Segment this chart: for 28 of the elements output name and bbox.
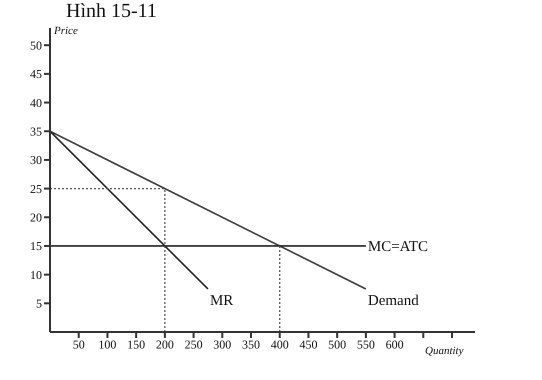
x-tick-label: 100 xyxy=(98,338,116,352)
annotation: MC=ATC xyxy=(368,238,428,255)
annotation: Demand xyxy=(368,292,420,309)
chart-title: Hình 15-11 xyxy=(66,0,157,23)
y-tick-label: 10 xyxy=(30,268,42,282)
y-tick-label: 15 xyxy=(30,239,42,254)
y-tick-label: 20 xyxy=(30,210,42,225)
x-tick-label: 450 xyxy=(299,338,318,352)
x-tick-label: 150 xyxy=(127,338,146,352)
y-tick-label: 25 xyxy=(30,182,42,196)
y-tick-label: 35 xyxy=(30,124,42,139)
x-tick-label: 200 xyxy=(156,338,174,352)
x-tick-label: 300 xyxy=(213,338,232,352)
y-tick-label: 40 xyxy=(30,96,42,110)
x-tick-label: 250 xyxy=(184,338,203,352)
y-tick-label: 5 xyxy=(36,296,42,311)
x-tick-label: 350 xyxy=(242,338,260,352)
y-tick-label: 50 xyxy=(30,38,42,52)
x-tick-label: 50 xyxy=(72,338,85,352)
x-tick-label: 550 xyxy=(356,338,375,352)
x-tick-label: 600 xyxy=(386,338,404,352)
annotation: MR xyxy=(210,292,234,309)
y-tick-label: 45 xyxy=(30,67,42,82)
y-tick-label: 30 xyxy=(30,153,42,168)
x-tick-label: 500 xyxy=(328,338,346,352)
x-axis-title: Quantity xyxy=(425,345,464,357)
x-tick-label: 400 xyxy=(270,338,289,352)
y-axis-title: Price xyxy=(53,25,78,37)
